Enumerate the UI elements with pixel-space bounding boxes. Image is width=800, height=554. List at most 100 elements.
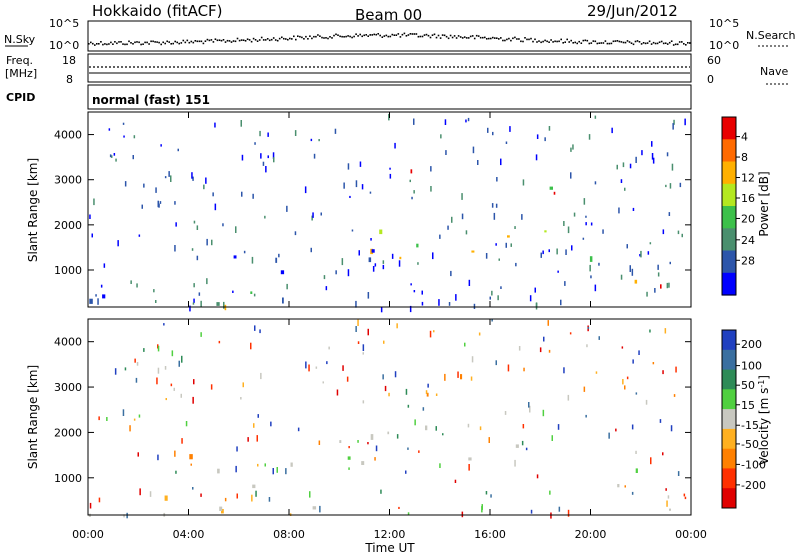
power-cell [196, 225, 199, 230]
noise-point [381, 36, 384, 38]
velocity-cell [569, 332, 572, 335]
power-cell [629, 163, 632, 169]
power-cell [214, 122, 216, 128]
power-colorbar: 28 24 20 16 12 8 4 [721, 116, 755, 296]
noise-point [258, 39, 261, 41]
noise-point [210, 39, 213, 41]
power-cell [89, 298, 93, 304]
power-cell [622, 162, 625, 168]
power-cell [455, 294, 457, 301]
velocity-cell [362, 352, 364, 355]
velocity-cell [290, 462, 293, 467]
power-cell [509, 126, 511, 132]
noise-point [172, 42, 174, 45]
velocity-cell [143, 348, 145, 352]
colorbar-tick: -50 [741, 438, 759, 451]
velocity-cell [328, 346, 330, 350]
noise-point [670, 40, 673, 42]
velocity-cell [388, 392, 390, 397]
velocity-cell [347, 456, 351, 460]
velocity-cell [529, 405, 531, 413]
velocity-cell [488, 437, 490, 443]
velocity-cell [236, 493, 238, 499]
noise-point [345, 35, 347, 38]
velocity-cell [362, 344, 365, 351]
power-cell [347, 163, 350, 170]
velocity-cell [129, 425, 131, 432]
noise-point [274, 39, 277, 41]
noise-point [524, 37, 526, 39]
noise-point [228, 40, 231, 42]
power-cell [417, 262, 419, 265]
noise-point [369, 34, 371, 36]
noise-point [488, 37, 490, 40]
noise-point [522, 40, 524, 43]
power-cell [448, 302, 451, 306]
noise-point [311, 37, 313, 40]
velocity-cell [259, 329, 261, 334]
noise-point [170, 43, 172, 45]
power-cell [632, 207, 635, 211]
power-cell [535, 302, 538, 308]
noise-point [560, 38, 562, 41]
power-cell [560, 299, 562, 306]
power-cell [491, 203, 494, 208]
noise-point [520, 40, 522, 43]
noise-point [194, 40, 197, 42]
power-cell [631, 268, 634, 276]
noise-point [234, 40, 237, 43]
power-cell [189, 305, 191, 312]
power-cell [196, 255, 199, 261]
colorbar-swatch [722, 389, 736, 410]
power-cell [262, 161, 265, 166]
velocity-cell [136, 362, 139, 366]
ytick-label: 3000 [54, 381, 82, 394]
noise-point [405, 35, 408, 37]
noise-point [425, 33, 428, 36]
power-cell [668, 282, 670, 288]
colorbar-tick: 200 [741, 338, 762, 351]
velocity-cell [622, 379, 624, 385]
velocity-cell [635, 392, 638, 395]
velocity-cell [173, 387, 175, 391]
noise-point [138, 41, 140, 44]
noise-point [325, 37, 327, 39]
power-cell [235, 226, 237, 233]
colorbar-swatch [722, 369, 736, 390]
nsearch-tick-top: 10^5 [709, 17, 739, 30]
velocity-cell [362, 400, 365, 404]
noise-point [309, 35, 311, 37]
noise-point [375, 33, 377, 36]
noise-point [431, 34, 434, 36]
colorbar-swatch [722, 409, 736, 430]
power-cell [629, 265, 631, 272]
velocity-cell [626, 376, 629, 380]
velocity-cell [649, 329, 651, 333]
noise-point [548, 41, 550, 43]
noise-point [264, 39, 267, 41]
colorbar-swatch [722, 448, 736, 469]
power-cell [620, 274, 623, 280]
power-cell [198, 292, 201, 296]
velocity-cell [536, 474, 539, 479]
cpid-panel: CPID normal (fast) 151 [6, 84, 692, 110]
noise-point [186, 39, 189, 42]
velocity-cell [558, 506, 561, 512]
xtick-label: 08:00 [273, 528, 305, 541]
velocity-cell [133, 418, 136, 421]
power-cell [467, 117, 470, 122]
noise-point [168, 41, 170, 43]
noise-point [226, 39, 229, 42]
colorbar-tick: 100 [741, 360, 762, 373]
velocity-cell [471, 356, 474, 363]
noise-point [592, 40, 595, 42]
power-cell [203, 184, 205, 190]
velocity-cell [662, 452, 664, 456]
noise-point [260, 36, 263, 39]
noise-point [192, 41, 195, 44]
velocity-cell [585, 414, 587, 418]
noise-point [500, 37, 502, 39]
colorbar-swatch [722, 349, 736, 371]
noise-point [672, 44, 675, 46]
velocity-cell [383, 340, 385, 344]
